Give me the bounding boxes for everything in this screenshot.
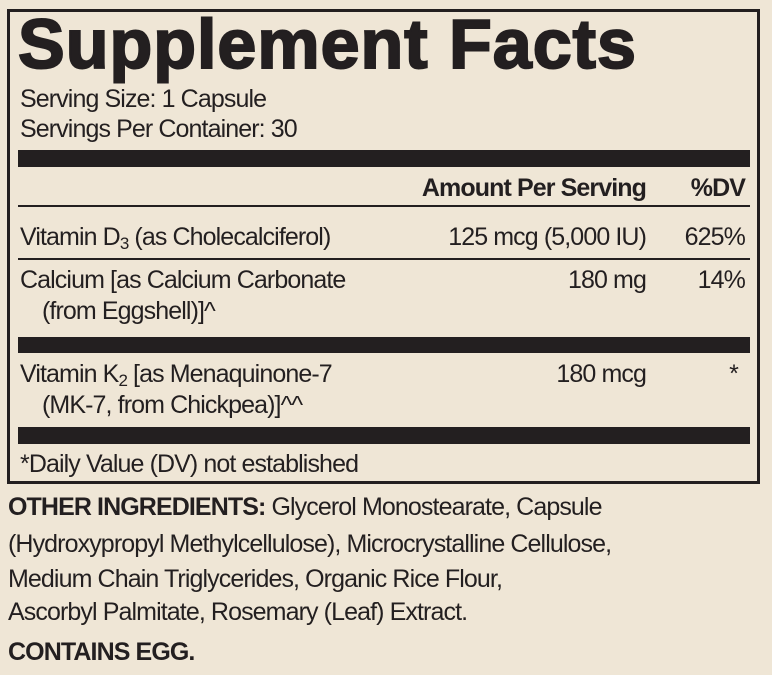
footnote: *Daily Value (DV) not established	[20, 450, 359, 478]
other-ingredients-label: OTHER INGREDIENTS:	[8, 493, 266, 521]
panel-title: Supplement Facts	[17, 4, 637, 84]
facts-panel-border	[7, 9, 760, 484]
dv-header: %DV	[690, 174, 746, 202]
ingredients-line: Ascorbyl Palmitate, Rosemary (Leaf) Extr…	[8, 598, 468, 626]
ingredients-line: Glycerol Monostearate, Capsule	[265, 493, 602, 521]
amount-header: Amount Per Serving	[421, 174, 647, 202]
nutrient-amount: 180 mcg	[556, 360, 646, 388]
thick-divider	[18, 337, 750, 353]
nutrient-name-line2: (from Eggshell)]^	[42, 297, 216, 325]
servings-per-container: Servings Per Container: 30	[20, 115, 298, 143]
nutrient-name-line2: (MK-7, from Chickpea)]^^	[42, 391, 303, 419]
ingredients-line: Medium Chain Triglycerides, Organic Rice…	[8, 565, 503, 593]
nutrient-name: Vitamin K2 [as Menaquinone-7	[20, 360, 333, 390]
nutrient-amount: 125 mcg (5,000 IU)	[448, 223, 647, 251]
divider	[18, 258, 750, 260]
thick-divider	[18, 150, 750, 167]
nutrient-dv: 625%	[684, 223, 746, 251]
divider	[18, 205, 750, 207]
nutrient-name: Vitamin D3 (as Cholecalciferol)	[20, 223, 331, 253]
nutrient-name: Calcium [as Calcium Carbonate	[20, 266, 346, 294]
nutrient-amount: 180 mg	[568, 266, 647, 294]
ingredients-line: (Hydroxypropyl Methylcellulose), Microcr…	[8, 530, 612, 558]
allergen-statement: CONTAINS EGG.	[8, 638, 195, 666]
nutrient-dv: 14%	[697, 266, 746, 294]
serving-size: Serving Size: 1 Capsule	[20, 85, 267, 113]
thick-divider	[18, 427, 750, 444]
nutrient-dv: *	[729, 360, 739, 388]
